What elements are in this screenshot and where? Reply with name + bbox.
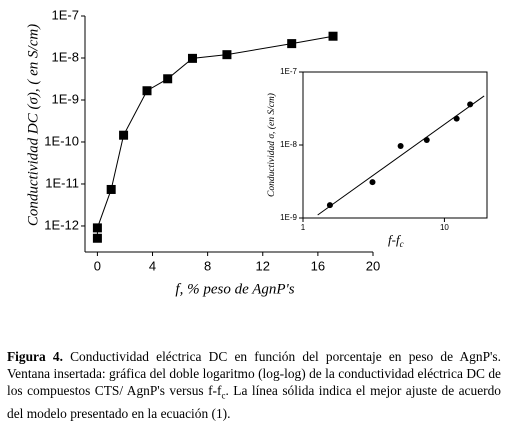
- main-marker: [119, 130, 129, 140]
- main-marker: [92, 233, 102, 243]
- y-axis-label: Conductividad DC (σ), ( en S/cm): [25, 24, 41, 226]
- main-y-tick-label: 1E-11: [45, 175, 79, 190]
- inset-y-tick-label: 1E-9: [280, 213, 297, 222]
- inset-x-tick-label: 1: [301, 223, 306, 232]
- main-x-tick-label: 12: [256, 258, 270, 273]
- main-x-tick-label: 8: [204, 258, 211, 273]
- main-y-tick-label: 1E-7: [52, 7, 79, 22]
- inset-frame: [302, 71, 488, 219]
- inset-marker: [423, 137, 430, 144]
- inset-marker: [369, 179, 376, 186]
- main-marker: [187, 53, 197, 63]
- main-y-tick-label: 1E-8: [52, 49, 79, 64]
- main-x-tick-label: 0: [94, 258, 101, 273]
- main-marker: [142, 86, 152, 96]
- caption-text: Conductividad eléctrica DC en función de…: [7, 349, 501, 398]
- caption-subscript: c: [221, 390, 226, 401]
- inset-y-axis-label: Conductividad σ, (en S/cm): [266, 93, 277, 197]
- main-marker: [106, 184, 116, 194]
- main-marker: [328, 31, 338, 41]
- inset-x-tick-label: 10: [440, 223, 449, 232]
- main-x-tick-label: 16: [311, 258, 325, 273]
- inset-fit-line: [317, 95, 485, 216]
- main-x-tick-label: 4: [149, 258, 156, 273]
- inset-y-tick-label: 1E-8: [280, 140, 297, 149]
- main-marker: [163, 74, 173, 84]
- main-line: [96, 35, 334, 239]
- caption-label: Figura 4.: [7, 349, 63, 364]
- main-marker: [222, 50, 232, 60]
- inset-x-label-main: f-f: [388, 232, 402, 247]
- main-marker: [92, 223, 102, 233]
- main-x-tick-label: 20: [366, 258, 380, 273]
- inset-x-label-sub: c: [400, 239, 404, 249]
- inset-x-axis-label: f-fc: [388, 232, 404, 249]
- chart: Conductividad DC (σ), ( en S/cm) f, % pe…: [25, 7, 488, 297]
- inset-marker: [467, 101, 474, 108]
- main-y-tick-label: 1E-9: [52, 91, 79, 106]
- inset-y-tick-label: 1E-7: [280, 67, 297, 76]
- x-axis-label: f, % peso de AgnP's: [175, 281, 294, 297]
- caption: Figura 4. Conductividad eléctrica DC en …: [7, 348, 501, 422]
- inset-marker: [326, 202, 333, 209]
- main-y-tick-label: 1E-12: [44, 217, 79, 232]
- inset-marker: [397, 142, 404, 149]
- main-marker: [287, 39, 297, 49]
- main-y-tick-label: 1E-10: [44, 133, 79, 148]
- caption-tail: . La línea sólida indica el mejor ajuste…: [7, 383, 501, 421]
- inset-marker: [453, 115, 460, 122]
